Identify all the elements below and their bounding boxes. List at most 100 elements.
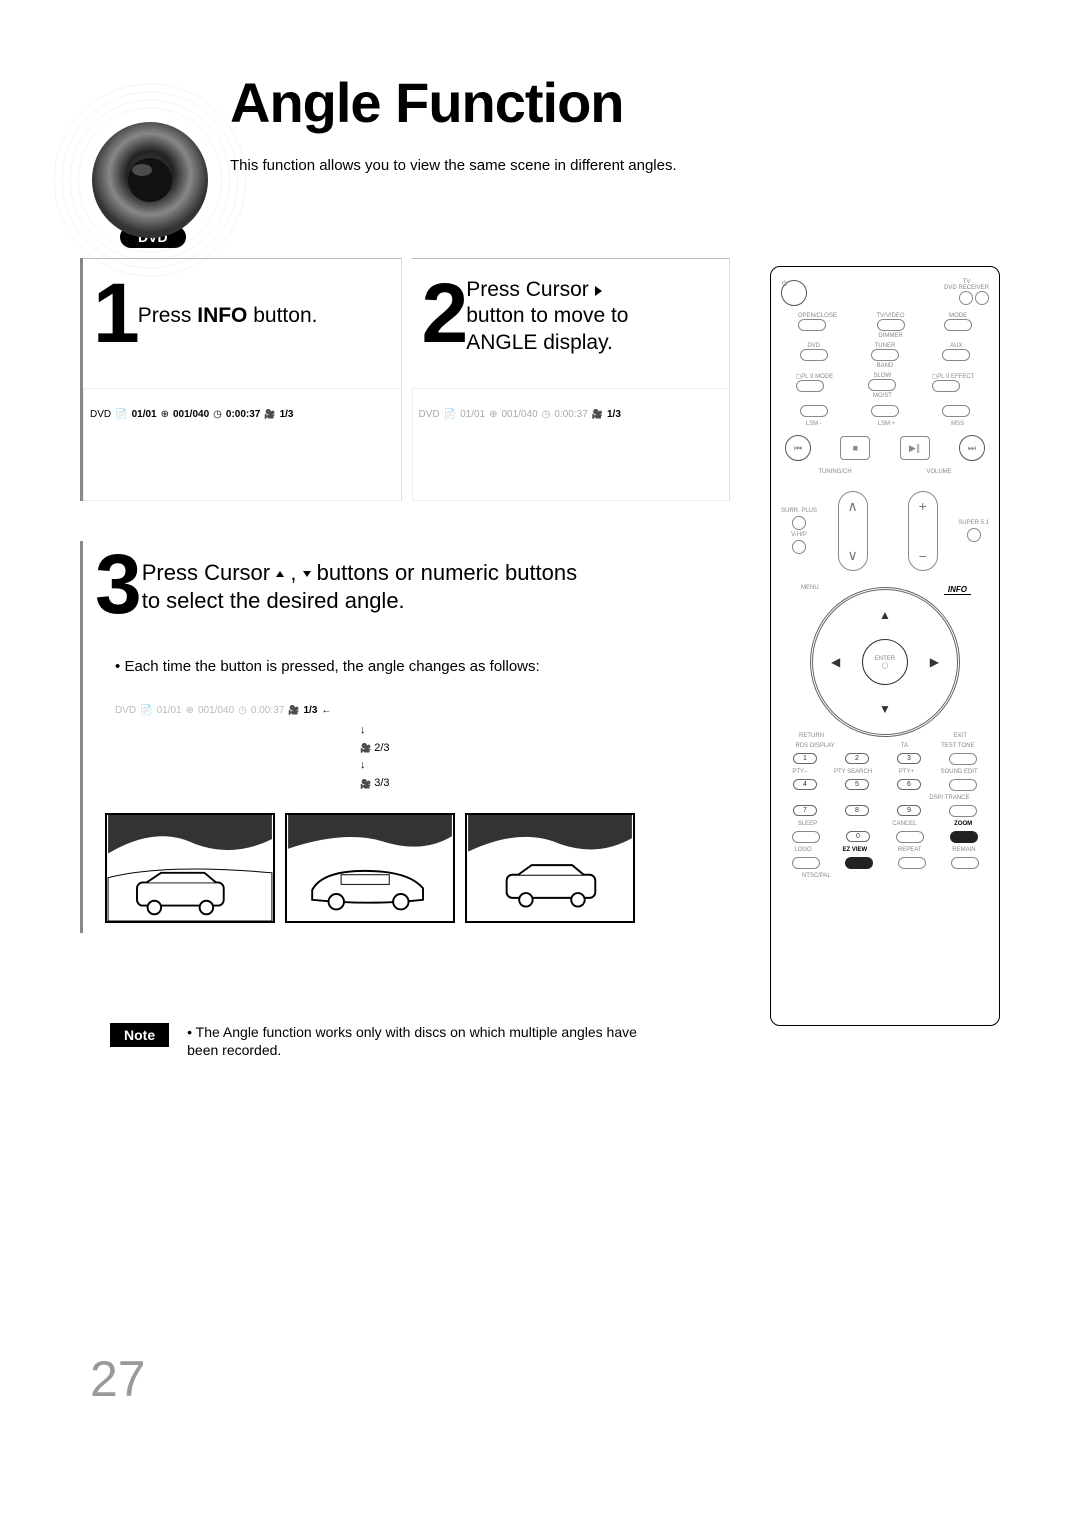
info-highlight-label: INFO	[944, 585, 971, 595]
c-a2: 2/3	[374, 740, 389, 758]
lbl-plmode: ▢PL II MODE	[796, 373, 833, 380]
lbl-dimmer: DIMMER	[877, 333, 905, 339]
lbl-dsp: DSP/ TRANCE	[929, 795, 969, 801]
c-a1: 1/3	[303, 705, 317, 716]
lbl-ntsc: NTSC/PAL	[802, 873, 831, 879]
camera-icon: 🎥	[360, 741, 371, 755]
lbl-ptyp: PTY+	[899, 769, 914, 775]
lbl-logo: LOGO	[794, 847, 811, 853]
ezview-button	[845, 857, 873, 869]
dvd-badge: DVD	[120, 226, 186, 248]
lbl-return: RETURN	[799, 733, 824, 739]
lbl-surr: SURR. PLUS	[781, 508, 817, 514]
zoom-button	[950, 831, 978, 843]
plmode-button	[796, 380, 824, 392]
osd-title-val: 01/01	[132, 409, 157, 420]
title-icon: 📄	[140, 705, 152, 716]
bullet: •	[115, 658, 120, 675]
mode-button	[944, 319, 972, 331]
lbl-most: MO/ST	[868, 393, 896, 399]
slow-button	[868, 379, 896, 391]
remote-control-illustration: ⏻ TV DVD RECEIVER OPEN/CLOSE TV/VIDEODIM…	[770, 266, 1000, 1026]
lbl-menu: MENU	[801, 585, 819, 591]
cursor-left: ◀	[831, 655, 840, 669]
steps-1-2-row: 1 Press INFO button. DVD 📄01/01 ⊕001/040…	[80, 258, 730, 501]
lsm-minus-button	[800, 405, 828, 417]
osd-chap-val: 001/040	[173, 409, 209, 420]
vhp-button	[792, 540, 806, 554]
chapter-icon: ⊕	[161, 409, 169, 420]
camera-icon: 🎥	[360, 777, 371, 791]
chapter-icon: ⊕	[489, 409, 497, 420]
osd-display-step1: DVD 📄01/01 ⊕001/040 ◷0:00:37 🎥1/3	[83, 388, 402, 501]
c-chap: 001/040	[198, 705, 234, 716]
num-6: 6	[897, 779, 921, 790]
num-7: 7	[793, 805, 817, 816]
num-2: 2	[845, 753, 869, 764]
lbl-pleff: ▢PL II EFFECT	[932, 373, 975, 380]
num-4: 4	[793, 779, 817, 790]
header: Angle Function This function allows you …	[230, 70, 1000, 176]
c-title: 01/01	[157, 705, 182, 716]
lbl-exit: EXIT	[954, 733, 967, 739]
surr-button	[792, 516, 806, 530]
lbl-ez: EZ VIEW	[842, 847, 867, 853]
stop-button: ■	[840, 436, 870, 460]
angle-thumb-1	[105, 813, 275, 923]
c-a3: 3/3	[374, 775, 389, 793]
clock-icon: ◷	[213, 409, 222, 420]
clock-icon: ◷	[238, 705, 247, 716]
logo-button	[792, 857, 820, 869]
step-3-number: 3	[95, 551, 136, 618]
note-badge: Note	[110, 1023, 169, 1047]
tv-video-button	[877, 319, 905, 331]
lbl-lsmp: LSM +	[878, 421, 896, 427]
lbl-ptym: PTY–	[792, 769, 807, 775]
tuner-button	[871, 349, 899, 361]
power-button: ⏻	[781, 280, 807, 306]
lbl-test: TEST TONE	[941, 743, 974, 749]
s3-a: Press Cursor	[142, 560, 276, 585]
lbl-zoom: ZOOM	[954, 821, 972, 827]
step-3-text: Press Cursor , buttons or numeric button…	[142, 551, 577, 614]
manual-page: Angle Function This function allows you …	[0, 0, 1080, 1528]
super51-button	[967, 528, 981, 542]
repeat-button	[898, 857, 926, 869]
lbl-cancel: CANCEL	[892, 821, 916, 827]
cursor-ring: ▲ ▼ ◀ ▶ ENTER◯	[810, 587, 960, 737]
page-subtitle: This function allows you to view the sam…	[230, 155, 1000, 176]
lbl-mss: MSS	[951, 421, 964, 427]
note-bullet: •	[187, 1024, 192, 1040]
cursor-up-icon	[276, 571, 284, 577]
c-time: 0:00:37	[251, 705, 284, 716]
lbl-vhp: V-H/P	[791, 532, 807, 538]
lbl-remain: REMAIN	[952, 847, 975, 853]
tv-select	[959, 291, 973, 305]
s3-c: buttons or numeric buttons	[311, 560, 578, 585]
cursor-right-icon	[595, 286, 602, 296]
num-9: 9	[897, 805, 921, 816]
skip-back-button: ⏮	[785, 435, 811, 461]
num-3: 3	[897, 753, 921, 764]
volume-rocker: +−	[908, 491, 938, 571]
dvd-button	[800, 349, 828, 361]
cursor-up: ▲	[879, 608, 891, 622]
title-icon: 📄	[115, 409, 127, 420]
osd2-title: 01/01	[460, 409, 485, 420]
step-2-text: Press Cursor button to move to ANGLE dis…	[466, 271, 628, 356]
detail-text: Each time the button is pressed, the ang…	[124, 658, 539, 675]
step1-post: button.	[247, 304, 317, 327]
c-dvd: DVD	[115, 705, 136, 716]
step2-l3: ANGLE display.	[466, 331, 613, 354]
sleep-button	[792, 831, 820, 843]
step-1-number: 1	[93, 280, 134, 347]
tuning-rocker: ∧∨	[838, 491, 868, 571]
angle-thumb-2	[285, 813, 455, 923]
osd2-dvd: DVD	[419, 409, 440, 420]
lbl-tuning: TUNING/CH	[818, 469, 851, 475]
lbl-ta: TA	[901, 743, 908, 749]
step-2-number: 2	[422, 280, 463, 347]
lbl-super: SUPER 5.1	[958, 520, 989, 526]
camera-icon: 🎥	[592, 409, 603, 420]
s3-b: ,	[284, 560, 302, 585]
